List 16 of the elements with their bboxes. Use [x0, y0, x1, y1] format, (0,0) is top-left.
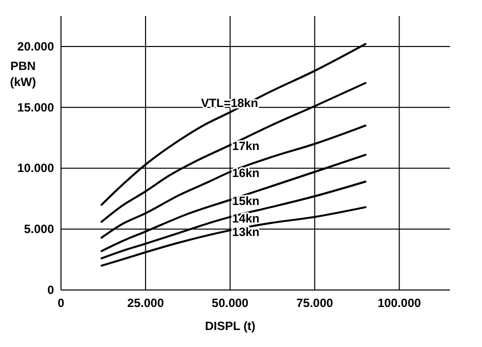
x-axis-title: DISPL (t)	[204, 319, 256, 333]
y-tick-label: 5.000	[24, 222, 54, 236]
series-label: 16kn	[232, 166, 260, 180]
series-label: 17kn	[232, 139, 260, 154]
x-tick-label: 50.000	[212, 296, 249, 310]
y-tick-label: 0	[47, 283, 54, 297]
y-tick-label: 15.000	[17, 100, 54, 114]
x-tick-label: 25.000	[127, 296, 164, 310]
x-tick-label: 75.000	[296, 296, 334, 310]
series-label: 15kn	[232, 194, 260, 208]
y-axis-title: PBN (kW)	[10, 59, 36, 89]
series-label: 14kn	[232, 211, 260, 226]
y-tick-label: 20.000	[17, 39, 54, 54]
y-tick-label: 10.000	[17, 161, 54, 176]
x-tick-label: 0	[58, 296, 65, 310]
x-tick-label: 100.000	[378, 296, 422, 310]
